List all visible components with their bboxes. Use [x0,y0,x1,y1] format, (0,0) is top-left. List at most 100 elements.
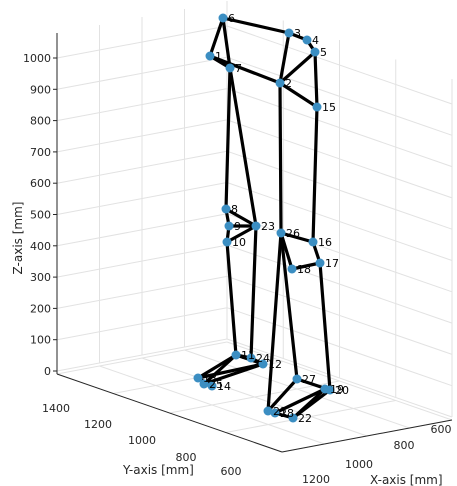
joint-label: 12 [268,358,282,371]
y-axis-line [56,373,283,453]
joint-marker [218,13,228,23]
joint-label: 7 [235,62,242,75]
floor-grid-line [141,357,368,437]
skeleton-link [249,224,258,360]
joint-label: 28 [280,407,294,420]
joint-marker [284,28,294,38]
joint-marker [315,258,325,268]
joint-marker [270,408,280,418]
skeleton-link [279,231,315,244]
skeleton-link [311,105,319,244]
joint-marker [193,373,203,383]
grid-lines [56,0,453,453]
y-tick-label: 800 [176,451,197,464]
joint-label: 3 [294,27,301,40]
joint-label: 24 [256,352,270,365]
z-tick-label: 1000 [23,52,51,65]
joint-label: 25 [209,378,223,391]
joint-marker [310,47,320,57]
joint-marker [288,413,298,423]
tick-labels: 0 100 200 300 400 500 600 700 800 900 1000 600 800 10… [23,52,452,486]
joint-marker [276,228,286,238]
z-tick-label: 300 [30,271,51,284]
joint-marker [325,385,335,395]
x-axis-line [281,419,453,453]
joint-marker [225,63,235,73]
skeleton-link [221,16,232,70]
joint-marker [246,353,256,363]
z-tick-label: 200 [30,302,51,315]
joint-label: 14 [217,380,231,393]
joint-label: 19 [330,383,344,396]
joint-label: 20 [335,384,349,397]
y-tick-label: 600 [221,465,242,478]
skeleton-link [225,224,258,244]
y-tick-label: 1200 [84,418,112,431]
joint-marker [275,78,285,88]
z-tick-label: 0 [44,365,51,378]
skeleton-link [318,261,332,392]
joint-label: 8 [231,203,238,216]
joint-label: 23 [261,220,275,233]
joint-label: 5 [320,46,327,59]
joint-label: 26 [286,227,300,240]
y-tick-label: 1000 [128,434,156,447]
skeleton-link [208,54,282,85]
skeleton-link [278,50,317,85]
skeleton-link [225,240,238,357]
floor-grid-line [56,341,228,375]
joint-label: 11 [241,349,255,362]
joint-marker [205,51,215,61]
joint-marker [263,406,273,416]
z-tick-label: 400 [30,240,51,253]
skeleton-link [208,16,225,58]
joint-label: 6 [228,12,235,25]
z-tick-label: 900 [30,83,51,96]
skeleton-link [290,261,322,271]
skeleton-link [266,231,283,413]
joint-marker [251,221,261,231]
skeleton-link [266,377,299,413]
joint-marker [312,102,322,112]
joint-label: 15 [322,101,336,114]
skeleton-link [291,388,332,420]
skeleton-link [273,387,327,415]
skeleton-link [278,81,283,235]
skeleton-link [202,362,265,386]
joint-marker [287,264,297,274]
x-tick-label: 1000 [345,458,373,471]
joint-marker [221,204,231,214]
joint-label: 2 [285,77,292,90]
joint-label: 16 [318,236,332,249]
z-tick-label: 800 [30,115,51,128]
floor-grid-line [226,341,453,421]
joint-label: 21 [273,405,287,418]
joint-label: 4 [312,34,319,47]
joint-marker [258,359,268,369]
joint-marker [207,381,217,391]
z-tick-label: 100 [30,334,51,347]
joint-label: 17 [325,257,339,270]
joint-marker [199,379,209,389]
joint-label: 1 [215,50,222,63]
skeleton-link [278,31,291,85]
x-axis-label: X-axis [mm] [370,473,443,486]
joint-marker [302,35,312,45]
skeleton-link [279,231,299,381]
axes [53,32,453,453]
joint-markers [193,13,335,423]
joint-label: 9 [234,220,241,233]
skeleton-link [313,50,319,109]
joint-marker [308,237,318,247]
x-tick-label: 1200 [302,473,330,486]
skeleton-link [202,353,238,386]
joint-label: 22 [298,412,312,425]
joint-label: 10 [232,236,246,249]
skeleton-link [221,16,291,35]
joint-marker [292,374,302,384]
joint-label: 27 [302,373,316,386]
z-tick-label: 700 [30,146,51,159]
y-axis-label: Y-axis [mm] [122,463,194,477]
skeleton-link [278,81,319,109]
